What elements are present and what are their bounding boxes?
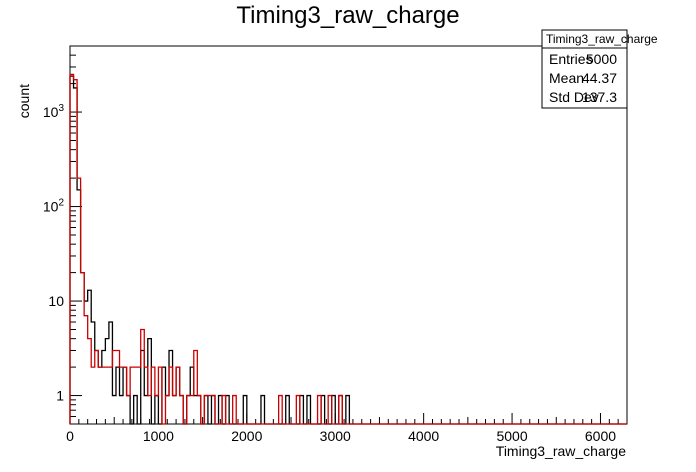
histogram-series-1: [69, 75, 627, 425]
x-tick-label: 5000: [496, 428, 527, 444]
chart-title: Timing3_raw_charge: [236, 2, 459, 29]
y-tick-exponent: 3: [58, 103, 64, 114]
x-tick-label: 4000: [408, 428, 439, 444]
x-tick-label: 0: [66, 428, 74, 444]
stats-box-frame: [541, 29, 628, 109]
stats-stddev-value: 137.3: [582, 89, 617, 105]
x-tick-label: 3000: [320, 428, 351, 444]
y-axis-label: count: [16, 84, 32, 118]
y-tick-label: 102: [43, 198, 65, 215]
x-tick-label: 1000: [143, 428, 174, 444]
y-tick-label: 10: [48, 293, 64, 309]
x-axis-label: Timing3_raw_charge: [496, 443, 626, 459]
plot-area: 0 1000 2000 3000 4000 5000 6000 1 10 102 103: [43, 45, 628, 444]
stats-box: Timing3_raw_charge Entries 5000 Mean 44.…: [541, 29, 658, 109]
x-tick-label: 2000: [231, 428, 262, 444]
stats-stddev-label: Std Dev: [549, 89, 599, 105]
x-tick-label: 6000: [585, 428, 616, 444]
y-tick-exponent: 2: [58, 198, 64, 209]
y-tick-label: 103: [43, 103, 65, 120]
y-tick-label: 1: [56, 388, 64, 404]
stats-entries-value: 5000: [586, 51, 617, 67]
stats-mean-label: Mean: [549, 70, 584, 86]
histogram-series-2: [69, 73, 627, 425]
stats-box-title: Timing3_raw_charge: [546, 32, 658, 46]
stats-entries-label: Entries: [549, 51, 593, 67]
stats-mean-value: 44.37: [582, 70, 617, 86]
